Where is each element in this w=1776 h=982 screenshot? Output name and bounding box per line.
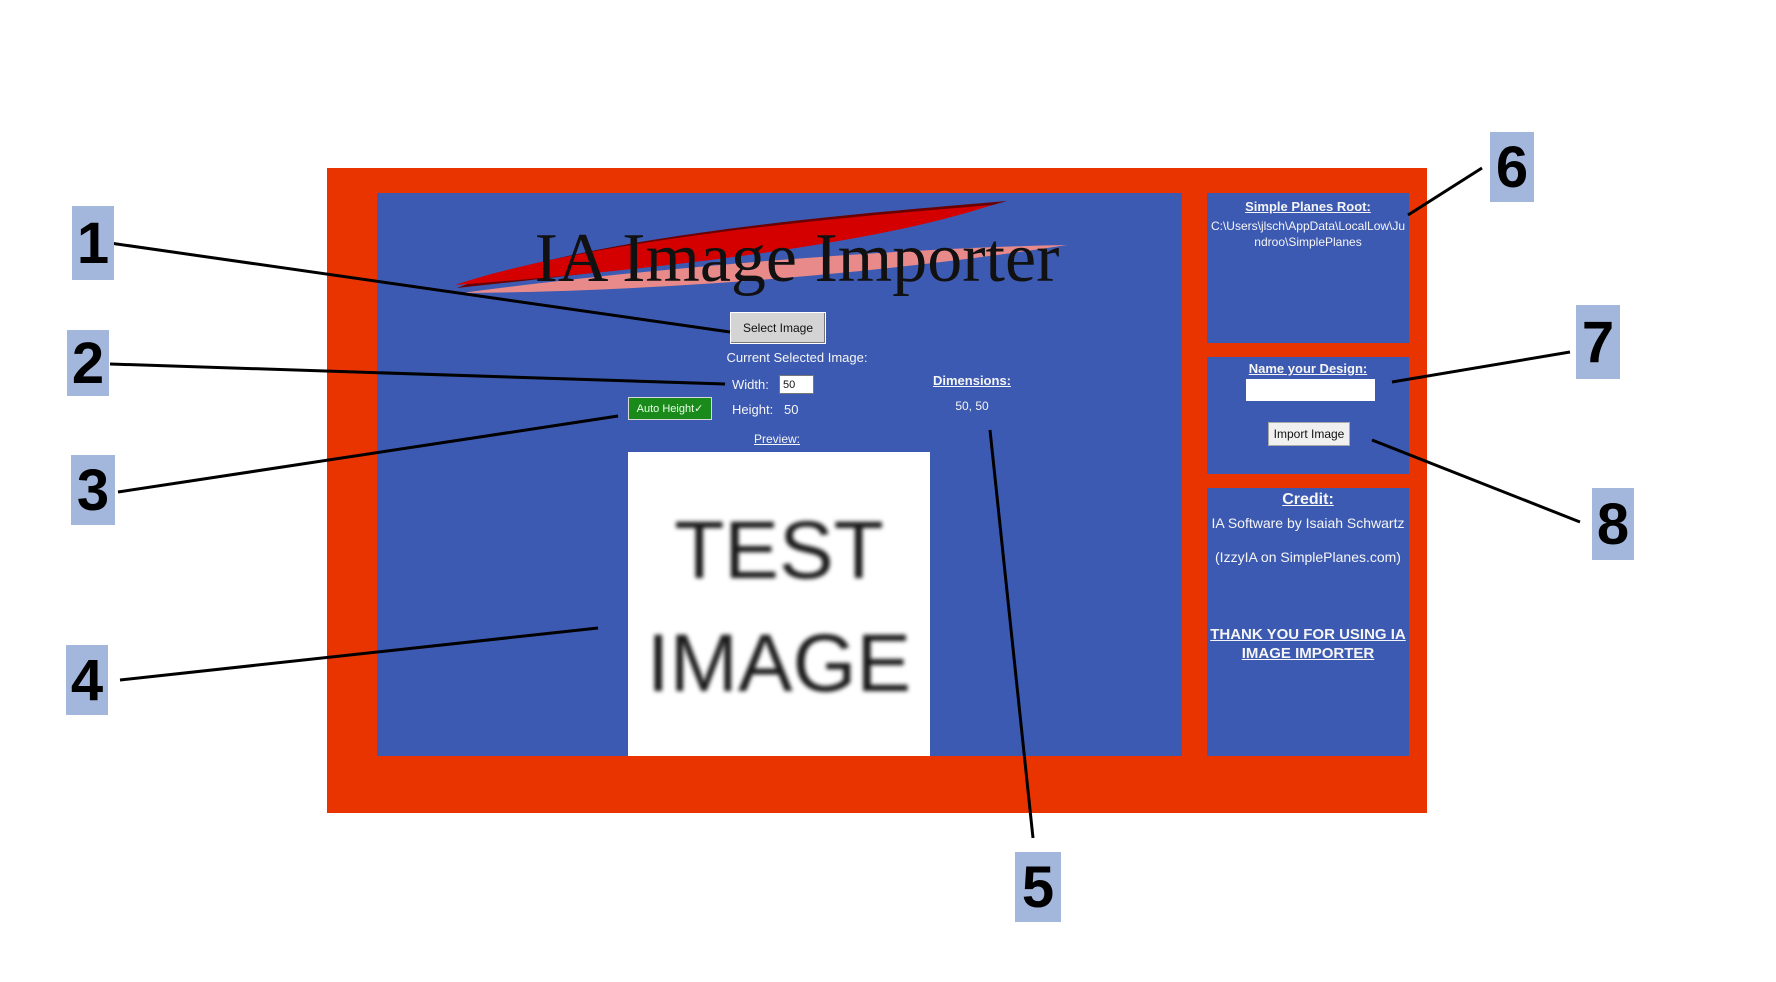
width-label: Width: bbox=[732, 377, 769, 392]
root-panel: Simple Planes Root: C:\Users\jlsch\AppDa… bbox=[1207, 193, 1409, 343]
height-value: 50 bbox=[784, 402, 799, 417]
height-label: Height: bbox=[732, 402, 774, 417]
import-image-button[interactable]: Import Image bbox=[1268, 422, 1350, 446]
credit-panel: Credit: IA Software by Isaiah Schwartz (… bbox=[1207, 488, 1409, 756]
callout-8: 8 bbox=[1592, 488, 1634, 560]
preview-text-line: TEST bbox=[674, 505, 884, 596]
preview-text-line: IMAGE bbox=[646, 618, 912, 709]
credit-heading: Credit: bbox=[1282, 491, 1334, 508]
design-name-input[interactable] bbox=[1246, 379, 1375, 401]
main-panel: IA Image Importer Select Image Current S… bbox=[377, 193, 1182, 756]
design-panel: Name your Design: Import Image bbox=[1207, 357, 1409, 474]
callout-1: 1 bbox=[72, 206, 114, 280]
app-window: IA Image Importer Select Image Current S… bbox=[327, 168, 1427, 813]
callout-2: 2 bbox=[67, 330, 109, 396]
credit-handle: (IzzyIA on SimplePlanes.com) bbox=[1215, 549, 1401, 565]
preview-image: TEST IMAGE bbox=[628, 452, 930, 756]
callout-5: 5 bbox=[1015, 852, 1061, 922]
credit-author: IA Software by Isaiah Schwartz bbox=[1211, 515, 1405, 531]
callout-4: 4 bbox=[66, 645, 108, 715]
preview-label: Preview: bbox=[753, 432, 800, 446]
width-input[interactable] bbox=[779, 375, 814, 394]
root-heading: Simple Planes Root: bbox=[1245, 199, 1371, 214]
callout-7: 7 bbox=[1576, 305, 1620, 379]
dimensions-value: 50, 50 bbox=[955, 399, 989, 413]
current-image-label: Current Selected Image: bbox=[726, 350, 868, 365]
callout-6: 6 bbox=[1490, 132, 1534, 202]
root-path: C:\Users\jlsch\AppData\LocalLow\Jundroo\… bbox=[1210, 219, 1406, 249]
design-heading: Name your Design: bbox=[1248, 361, 1368, 376]
app-logo: IA Image Importer bbox=[447, 193, 1147, 308]
callout-3: 3 bbox=[71, 455, 115, 525]
app-title: IA Image Importer bbox=[534, 220, 1060, 297]
select-image-button[interactable]: Select Image bbox=[730, 312, 826, 344]
thanks-message: THANK YOU FOR USING IA IMAGE IMPORTER bbox=[1210, 626, 1406, 662]
dimensions-label: Dimensions: bbox=[932, 373, 1011, 388]
auto-height-toggle[interactable]: Auto Height✓ bbox=[628, 397, 712, 420]
